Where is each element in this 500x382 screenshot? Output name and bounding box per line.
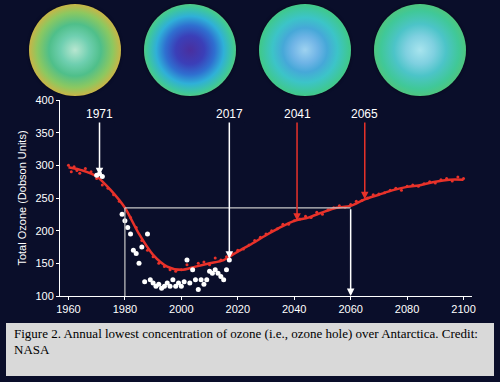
svg-text:1960: 1960 [56,303,80,315]
svg-text:Total Ozone (Dobson Units): Total Ozone (Dobson Units) [16,130,28,265]
svg-text:2040: 2040 [282,303,306,315]
svg-text:2020: 2020 [226,303,250,315]
svg-text:2017: 2017 [216,107,243,121]
svg-text:2041: 2041 [284,107,311,121]
svg-text:1980: 1980 [113,303,137,315]
svg-text:150: 150 [35,257,53,269]
svg-text:350: 350 [35,127,53,139]
svg-text:2065: 2065 [351,107,378,121]
svg-text:1971: 1971 [86,107,113,121]
svg-text:2080: 2080 [395,303,419,315]
svg-text:2060: 2060 [338,303,362,315]
svg-text:300: 300 [35,159,53,171]
svg-text:400: 400 [35,94,53,106]
html-text:Figure 2. Annual lowest concen: Figure 2. Annual lowest concentration of… [14,326,478,357]
svg-text:2100: 2100 [451,303,475,315]
svg-text:100: 100 [35,290,53,302]
svg-text:200: 200 [35,225,53,237]
svg-text:250: 250 [35,192,53,204]
svg-text:2000: 2000 [169,303,193,315]
